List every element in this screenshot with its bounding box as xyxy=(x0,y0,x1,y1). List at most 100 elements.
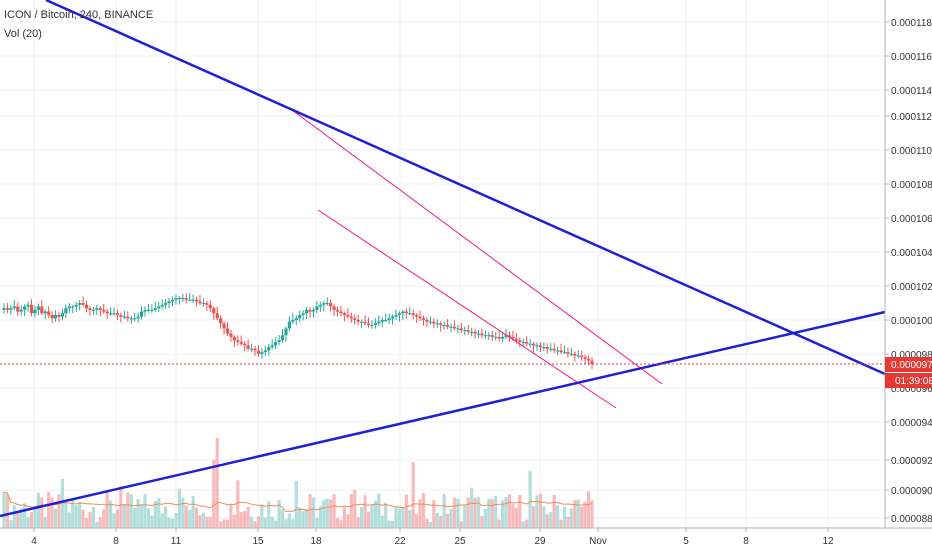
candle-body xyxy=(57,314,61,317)
volume-bar xyxy=(208,516,212,528)
volume-bar xyxy=(318,506,322,528)
candle-body xyxy=(573,353,577,356)
volume-bar xyxy=(139,504,144,528)
volume-bar xyxy=(470,487,474,528)
volume-bar xyxy=(504,496,508,528)
volume-bar xyxy=(256,516,261,528)
candle-body xyxy=(397,313,402,315)
candle-body xyxy=(377,321,381,324)
volume-bar xyxy=(136,498,140,528)
ascending-trendline xyxy=(0,310,886,518)
candle-body xyxy=(494,336,498,338)
volume-bar xyxy=(442,493,446,528)
volume-bar xyxy=(463,504,467,528)
candle-body xyxy=(401,311,405,314)
volume-bar xyxy=(277,499,281,528)
candle-body xyxy=(339,311,343,314)
volume-bar xyxy=(435,512,439,528)
candle-body xyxy=(353,318,357,320)
candle-body xyxy=(576,355,580,357)
volume-bar xyxy=(33,505,37,528)
volume-bar xyxy=(153,501,157,528)
candle-body xyxy=(160,304,164,307)
volume-bar xyxy=(212,459,216,528)
volume-bar xyxy=(397,508,402,528)
candle-body xyxy=(363,321,367,324)
volume-bar xyxy=(243,510,247,528)
volume-bar xyxy=(580,506,584,528)
volume-bar xyxy=(507,494,512,528)
candle-body xyxy=(23,306,27,310)
volume-bar xyxy=(29,512,34,528)
candle-body xyxy=(373,323,377,326)
candle-body xyxy=(236,340,240,342)
candle-body xyxy=(473,331,477,334)
time-tick-label: 11 xyxy=(171,536,182,547)
time-tick-label: 8 xyxy=(743,536,749,547)
volume-bar xyxy=(267,501,271,528)
volume-bar xyxy=(239,512,243,528)
candle-body xyxy=(167,301,171,304)
candle-body xyxy=(153,308,157,310)
volume-bar xyxy=(74,505,78,528)
candle-body xyxy=(260,352,264,354)
candle-body xyxy=(504,335,508,337)
candle-body xyxy=(81,303,85,305)
channel-upper-line xyxy=(291,109,663,385)
volume-bar xyxy=(253,521,257,528)
volume-bar xyxy=(184,505,188,528)
volume-bar xyxy=(518,494,522,528)
volume-bar xyxy=(280,509,285,528)
countdown-tag xyxy=(885,373,932,388)
volume-legend[interactable]: Vol (20) xyxy=(4,28,42,40)
candle-body xyxy=(549,348,553,350)
candle-body xyxy=(380,320,384,322)
candle-body xyxy=(29,304,34,314)
candle-body xyxy=(188,299,192,301)
candle-body xyxy=(415,314,419,317)
candle-body xyxy=(174,298,178,300)
candle-body xyxy=(294,318,298,320)
candle-body xyxy=(463,330,467,332)
volume-bar xyxy=(576,499,580,528)
volume-bar xyxy=(47,492,51,528)
volume-bar xyxy=(335,517,340,528)
volume-bar xyxy=(418,499,422,528)
candle-body xyxy=(301,313,305,315)
symbol-legend[interactable]: ICON / Bitcoin, 240, BINANCE xyxy=(4,9,154,21)
candle-body xyxy=(105,311,109,314)
volume-bar xyxy=(332,494,336,528)
candle-body xyxy=(219,318,223,324)
candle-body xyxy=(346,314,350,317)
volume-bar xyxy=(404,494,408,528)
volume-bar xyxy=(408,509,412,528)
volume-bar xyxy=(260,504,264,528)
candle-body xyxy=(545,347,549,349)
volume-bar xyxy=(215,437,219,528)
candle-body xyxy=(115,313,120,315)
time-tick-label: 5 xyxy=(683,536,689,547)
time-tick-label: 4 xyxy=(31,536,37,547)
candle-body xyxy=(16,306,20,312)
candle-body xyxy=(40,306,44,314)
candle-body xyxy=(370,325,374,327)
volume-bar xyxy=(143,493,147,528)
volume-bar xyxy=(449,509,453,528)
volume-bar xyxy=(95,521,99,528)
volume-bar xyxy=(157,498,161,528)
candle-body xyxy=(322,303,326,305)
volume-bar xyxy=(174,512,178,528)
volume-bar xyxy=(191,495,195,528)
volume-bar xyxy=(222,519,226,528)
candle-body xyxy=(47,311,51,315)
volume-bar xyxy=(322,499,326,528)
candle-body xyxy=(50,314,54,319)
volume-bar xyxy=(363,495,367,528)
volume-bar xyxy=(146,508,151,528)
candle-body xyxy=(425,320,429,322)
